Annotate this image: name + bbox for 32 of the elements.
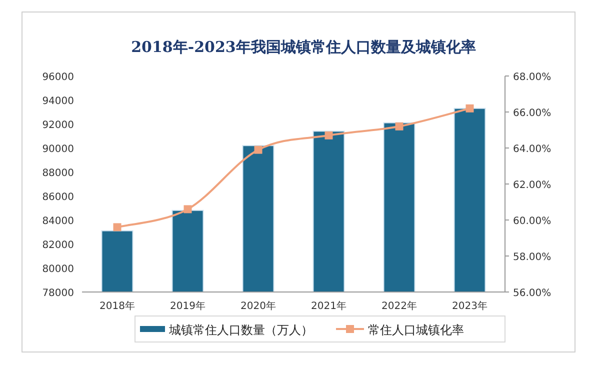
y-tick-label: 78000 — [42, 288, 74, 299]
y-tick-label: 80000 — [42, 264, 74, 275]
y-tick-label: 96000 — [42, 72, 74, 83]
y2-tick-label: 58.00% — [513, 252, 552, 263]
y2-tick-label: 68.00% — [513, 72, 552, 83]
y2-tick-label: 62.00% — [513, 180, 552, 191]
x-tick-label: 2023年 — [452, 300, 488, 312]
x-tick-label: 2020年 — [240, 300, 276, 312]
x-tick-label: 2022年 — [382, 300, 417, 312]
y-tick-label: 84000 — [42, 216, 74, 227]
chart-title: 2018年-2023年我国城镇常住人口数量及城镇化率 — [131, 38, 476, 56]
legend-label: 城镇常住人口数量（万人） — [168, 323, 313, 337]
y2-tick-label: 60.00% — [513, 216, 552, 227]
y-tick-label: 82000 — [42, 240, 74, 251]
y-tick-label: 90000 — [42, 144, 74, 155]
point — [395, 122, 404, 130]
x-tick-label: 2019年 — [170, 300, 206, 312]
y2-tick-label: 66.00% — [513, 108, 552, 119]
y-tick-label: 88000 — [42, 168, 74, 179]
y2-tick-label: 64.00% — [513, 144, 552, 155]
y-tick-label: 94000 — [42, 96, 74, 107]
point — [254, 146, 262, 154]
point — [184, 205, 192, 214]
x-tick-label: 2018年 — [100, 300, 135, 312]
legend-label: 常住人口城镇化率 — [368, 323, 464, 337]
y-tick-label: 86000 — [42, 192, 74, 203]
y-tick-label: 92000 — [42, 120, 74, 131]
point — [113, 223, 122, 232]
point — [324, 131, 333, 140]
y2-tick-label: 56.00% — [513, 288, 552, 299]
point — [466, 104, 474, 112]
x-tick-label: 2021年 — [311, 300, 346, 312]
